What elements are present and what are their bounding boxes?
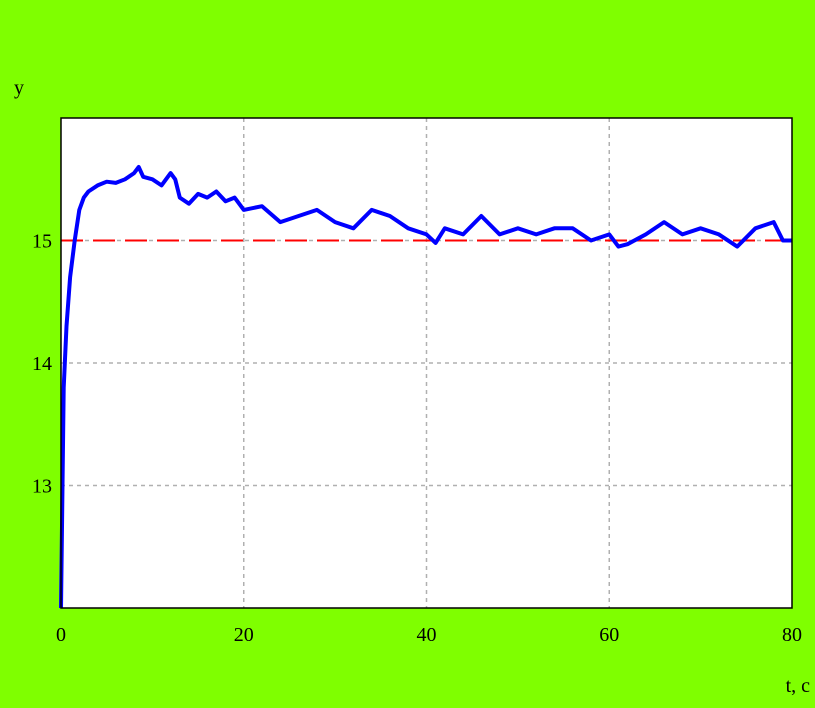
series-line	[59, 165, 792, 609]
x-axis-label: t, c	[786, 675, 811, 697]
x-tick-label: 0	[56, 624, 66, 646]
x-tick-label: 80	[782, 624, 802, 646]
y-tick-label: 13	[32, 476, 52, 498]
x-tick-label: 20	[234, 624, 254, 646]
y-tick-labels: 13 14 15	[32, 231, 52, 498]
y-tick-label: 14	[32, 353, 52, 375]
x-tick-label: 60	[599, 624, 619, 646]
plot-border	[60, 117, 793, 609]
y-axis-label: y	[14, 77, 24, 99]
x-tick-label: 40	[417, 624, 437, 646]
y-tick-label: 15	[32, 231, 52, 253]
x-tick-labels: 0 20 40 60 80	[56, 624, 802, 646]
